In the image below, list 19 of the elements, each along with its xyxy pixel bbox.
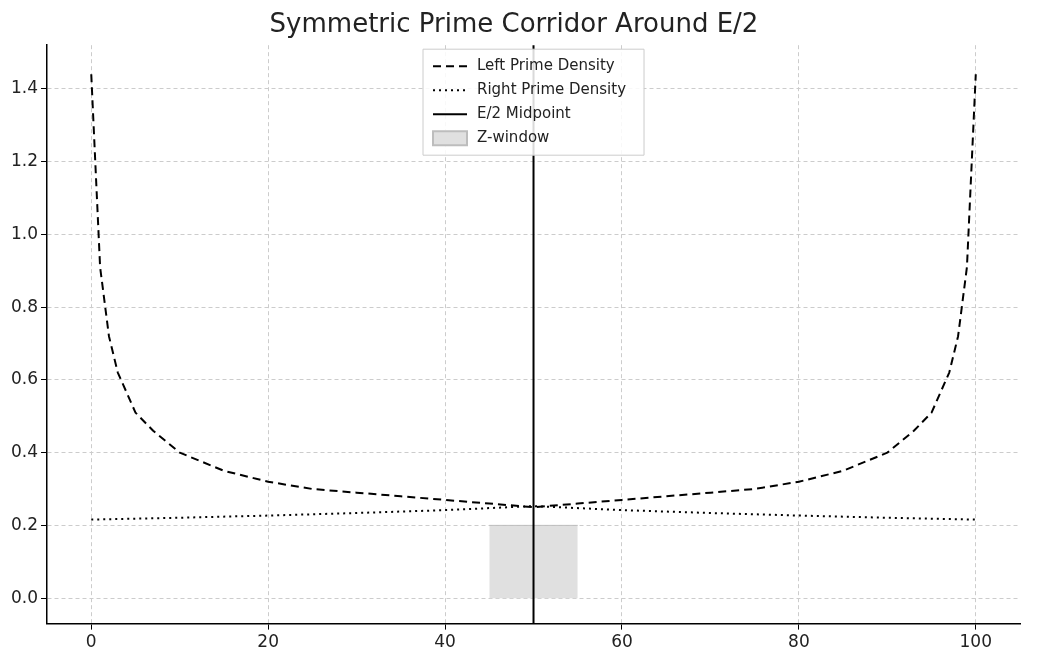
y-tick-label: 0.8 — [10, 295, 39, 316]
y-tick-label: 0.2 — [10, 513, 39, 534]
x-tick-label: 0 — [85, 631, 97, 652]
legend-label: Right Prime Density — [477, 80, 627, 99]
y-tick-label: 1.0 — [10, 222, 39, 243]
chart-title: Symmetric Prime Corridor Around E/2 — [269, 8, 759, 39]
x-tick-label: 60 — [611, 631, 633, 652]
y-tick-label: 0.6 — [10, 368, 39, 389]
y-tick-label: 0.0 — [10, 586, 39, 607]
x-tick-label: 100 — [959, 631, 992, 652]
legend-label: Left Prime Density — [477, 56, 615, 75]
ref-line-label: E/2 Midpoint — [477, 104, 571, 123]
legend-label: Z-window — [477, 128, 550, 147]
x-tick-label: 40 — [434, 631, 456, 652]
x-tick-label: 80 — [788, 631, 810, 652]
y-tick-label: 1.4 — [10, 77, 39, 98]
x-tick-label: 20 — [257, 631, 279, 652]
y-tick-label: 0.4 — [10, 441, 39, 462]
y-tick-label: 1.2 — [10, 150, 39, 171]
